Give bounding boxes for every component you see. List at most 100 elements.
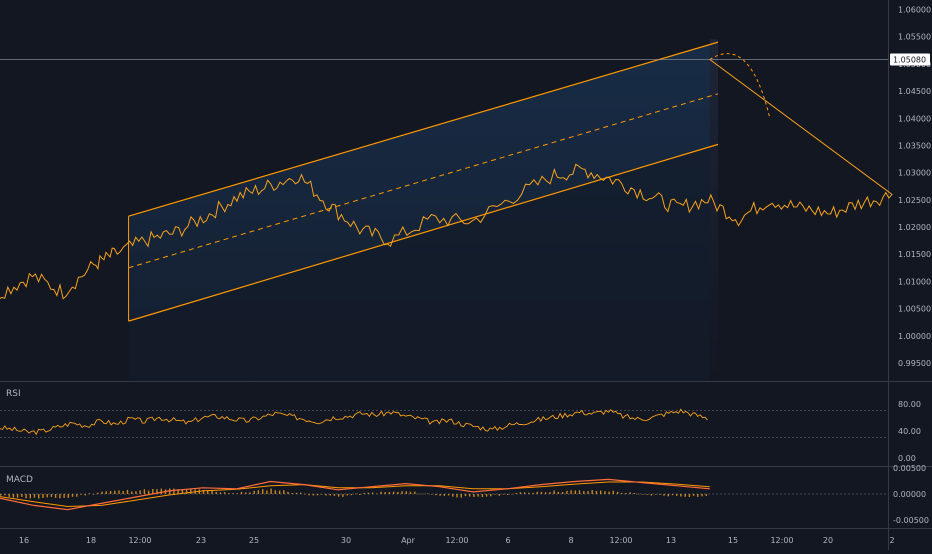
macd-histogram-bar: [477, 494, 479, 497]
macd-histogram-bar: [97, 492, 99, 494]
macd-histogram-bar: [511, 493, 513, 495]
macd-histogram-bar: [671, 494, 674, 496]
macd-histogram-bar: [287, 491, 289, 494]
macd-histogram-bar: [21, 494, 23, 497]
macd-histogram-bar: [367, 492, 369, 494]
macd-histogram-bar: [549, 492, 551, 494]
macd-tick-label: -0.00500: [893, 516, 929, 525]
time-tick-label: 16: [19, 536, 29, 545]
macd-histogram-bar: [392, 491, 395, 494]
macd-histogram-bar: [460, 494, 462, 498]
time-tick-label: 15: [728, 536, 738, 545]
macd-histogram-bar: [207, 490, 209, 494]
time-tick-label: 20: [823, 536, 833, 545]
channel-middle-line[interactable]: [128, 93, 719, 269]
macd-histogram-bar: [688, 494, 691, 497]
macd-histogram-bar: [642, 494, 644, 495]
time-tick-label: 2: [889, 536, 894, 545]
macd-histogram-bar: [469, 494, 471, 497]
macd-histogram-bar: [118, 490, 120, 494]
price-tick-label: 1.00000: [898, 332, 931, 341]
time-tick-label: 12:00: [445, 536, 468, 545]
macd-histogram-bar: [131, 491, 133, 494]
macd-histogram-bar: [173, 488, 175, 494]
price-tick-label: 0.99500: [898, 359, 931, 368]
price-tick-label: 1.01000: [898, 277, 931, 286]
macd-histogram-bar: [397, 491, 399, 494]
macd-histogram-bar: [223, 492, 226, 494]
price-line[interactable]: [0, 59, 893, 318]
macd-histogram-bar: [177, 489, 179, 494]
price-tick-label: 1.00500: [898, 305, 931, 314]
macd-histogram-bar: [93, 494, 95, 495]
time-tick-label: 12:00: [770, 536, 793, 545]
macd-histogram-bar: [139, 490, 141, 494]
macd-histogram-bar: [532, 492, 534, 494]
macd-histogram-bar: [80, 494, 82, 495]
channel-lower-line[interactable]: [128, 143, 719, 322]
macd-histogram-bar: [342, 494, 344, 497]
price-axis[interactable]: 1.060001.055001.050001.045001.040001.035…: [890, 6, 931, 369]
macd-histogram-bar: [321, 494, 323, 495]
macd-histogram-bar: [574, 490, 576, 494]
macd-histogram-bar: [190, 489, 192, 494]
macd-histogram-bar: [33, 494, 36, 498]
macd-histogram-bar: [262, 489, 264, 494]
macd-tick-label: 0.00500: [893, 464, 926, 473]
macd-histogram-bar: [528, 492, 530, 494]
rsi-pane: 80.00 40.00 0.00: [0, 400, 921, 463]
macd-histogram-bar: [42, 494, 44, 498]
macd-histogram-bar: [697, 494, 699, 497]
rsi-tick-label: 40.00: [898, 427, 921, 436]
macd-histogram-bar: [561, 492, 564, 494]
projection-shade: [709, 39, 718, 382]
macd-histogram-bar: [456, 494, 458, 498]
macd-histogram-bar: [4, 494, 6, 496]
rsi-tick-label: 0.00: [898, 454, 916, 463]
macd-histogram-bar: [545, 492, 547, 494]
rsi-line[interactable]: [0, 408, 708, 436]
macd-histogram-bar: [633, 493, 636, 494]
macd-histogram-bar: [249, 492, 251, 494]
current-price-label: 1.05080: [893, 56, 926, 65]
macd-histogram-bar: [143, 489, 146, 494]
macd-histogram-bar: [236, 493, 238, 494]
macd-histogram-bar: [152, 489, 154, 494]
macd-histogram-bar: [63, 494, 65, 498]
macd-histogram-bar: [498, 494, 500, 496]
macd-histogram-bar: [245, 492, 247, 494]
macd-histogram-bar: [507, 494, 509, 495]
macd-histogram-bar: [646, 494, 648, 495]
macd-histogram-bar: [291, 493, 293, 494]
macd-histogram-bar: [616, 491, 619, 494]
macd-histogram-bar: [414, 491, 416, 494]
macd-histogram-bar: [629, 492, 631, 494]
macd-histogram-bar: [84, 494, 86, 496]
macd-histogram-bar: [650, 494, 653, 496]
price-tick-label: 1.01500: [898, 250, 931, 259]
macd-line[interactable]: [0, 478, 710, 511]
channel-upper-line[interactable]: [128, 41, 719, 217]
macd-histogram-bar: [481, 494, 484, 497]
macd-label: MACD: [6, 475, 33, 485]
macd-histogram-bar: [185, 490, 188, 494]
macd-histogram-bar: [663, 494, 665, 496]
macd-histogram-bar: [519, 492, 522, 494]
price-tick-label: 1.05500: [898, 33, 931, 42]
macd-histogram-bar: [316, 494, 319, 496]
macd-histogram-bar: [612, 490, 614, 494]
macd-histogram-bar: [354, 493, 357, 495]
macd-histogram-bar: [54, 494, 57, 498]
macd-histogram-bar: [295, 492, 298, 494]
macd-histogram-bar: [570, 490, 572, 494]
price-tick-label: 1.03500: [898, 141, 931, 150]
macd-histogram-bar: [540, 491, 543, 494]
time-tick-label: 13: [666, 536, 676, 545]
price-tick-label: 1.06000: [898, 6, 931, 15]
macd-histogram-bar: [59, 494, 61, 499]
macd-histogram-bar: [270, 488, 272, 494]
macd-histogram-bar: [257, 490, 260, 494]
macd-histogram-bar: [304, 493, 306, 495]
time-axis[interactable]: 16 18 12:00 23 25 30 Apr 12:00 6 8 12:00 13 15 12:00 2…: [19, 536, 895, 545]
